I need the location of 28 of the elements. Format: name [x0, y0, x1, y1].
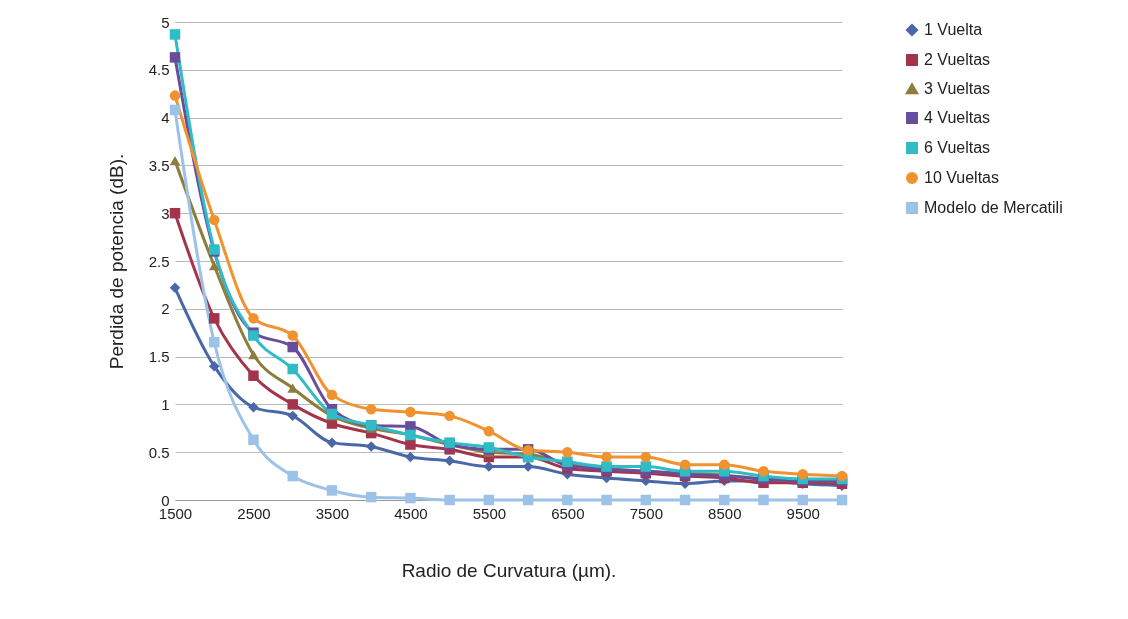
legend-label: 1 Vuelta: [924, 21, 983, 38]
y-tick-label: 2: [161, 300, 170, 318]
legend-label: 6 Vueltas: [924, 139, 991, 156]
y-tick-label: 2.5: [148, 252, 170, 270]
x-axis-title: Radio de Curvatura (µm).: [401, 559, 617, 581]
x-tick-label: 9500: [786, 504, 820, 522]
x-tick-label: 2500: [237, 504, 271, 522]
x-tick-label: 3500: [315, 504, 350, 522]
legend-label: 3 Vueltas: [924, 80, 991, 97]
y-tick-label: 4: [161, 109, 170, 127]
y-tick-label: 0: [161, 491, 170, 509]
y-axis-title: Perdida de potencia (dB).: [105, 153, 127, 370]
x-tick-label: 5500: [472, 504, 507, 522]
x-tick-label: 4500: [394, 504, 428, 522]
y-tick-label: 3: [161, 204, 170, 222]
legend-label: 4 Vueltas: [924, 109, 991, 126]
y-tick-label: 1.5: [148, 348, 170, 366]
y-tick-label: 5: [161, 13, 170, 31]
x-tick-label: 8500: [708, 504, 742, 522]
y-tick-label: 0.5: [148, 443, 170, 461]
legend-label: 2 Vueltas: [924, 51, 991, 68]
x-tick-label: 7500: [629, 504, 664, 522]
legend-label: Modelo de Mercatili: [924, 199, 1063, 216]
legend-label: 10 Vueltas: [924, 169, 1000, 186]
y-tick-label: 1: [161, 395, 170, 413]
x-tick-label: 6500: [551, 504, 585, 522]
y-tick-label: 3.5: [148, 156, 170, 174]
y-tick-label: 4.5: [148, 61, 170, 79]
